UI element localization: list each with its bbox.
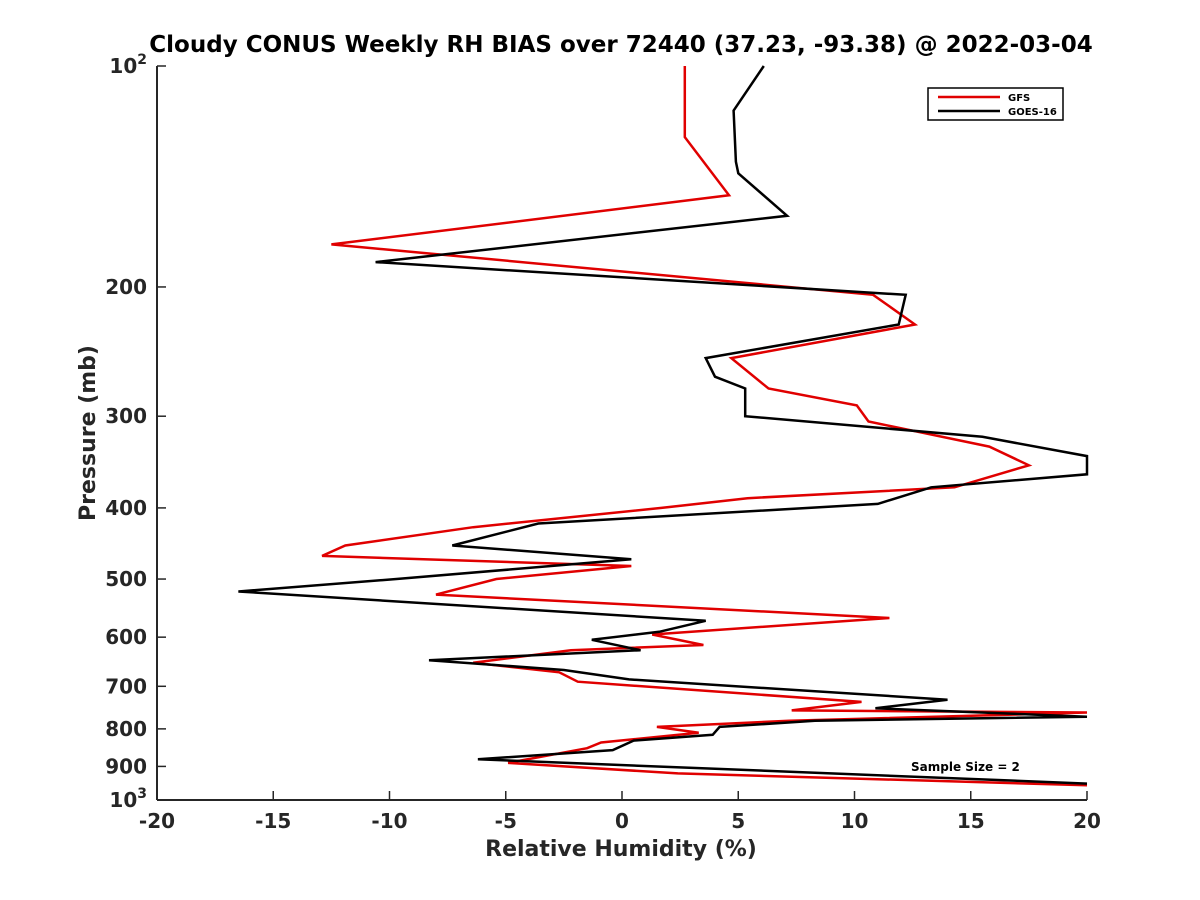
- y-tick-label: 300: [105, 404, 147, 428]
- x-tick-label: 20: [1073, 809, 1101, 833]
- x-tick-label: 5: [731, 809, 745, 833]
- y-tick-label: 600: [105, 625, 147, 649]
- x-tick-label: -20: [139, 809, 175, 833]
- chart-title: Cloudy CONUS Weekly RH BIAS over 72440 (…: [149, 32, 1092, 58]
- legend-label-gfs: GFS: [1008, 93, 1030, 104]
- x-axis-title: Relative Humidity (%): [485, 837, 757, 862]
- x-tick-label: 10: [841, 809, 869, 833]
- sample-size-note: Sample Size = 2: [911, 760, 1020, 774]
- y-tick-label: 400: [105, 496, 147, 520]
- series-line-goes16: [238, 65, 1089, 785]
- x-tick-label: -15: [255, 809, 291, 833]
- y-tick-label: 900: [105, 754, 147, 778]
- y-axis-title: Pressure (mb): [76, 345, 101, 521]
- y-tick-label: 700: [105, 674, 147, 698]
- y-tick-label: 500: [105, 567, 147, 591]
- series-line-gfs: [321, 66, 1088, 787]
- plot-area: -20 -15 -10 -5 0 5 10 15 20 10220030040050060070…: [105, 52, 1101, 833]
- x-tick-label: -10: [371, 809, 407, 833]
- legend-label-goes16: GOES-16: [1008, 107, 1057, 118]
- series-layer: [238, 65, 1089, 787]
- x-tick-label: -5: [495, 809, 517, 833]
- y-tick-label: 800: [105, 717, 147, 741]
- x-tick-label: 0: [615, 809, 629, 833]
- x-ticks: -20 -15 -10 -5 0 5 10 15 20: [139, 791, 1101, 833]
- y-tick-label: 200: [105, 275, 147, 299]
- legend: GFS GOES-16: [927, 87, 1064, 121]
- x-tick-label: 15: [957, 809, 985, 833]
- legend-box: [927, 87, 1064, 121]
